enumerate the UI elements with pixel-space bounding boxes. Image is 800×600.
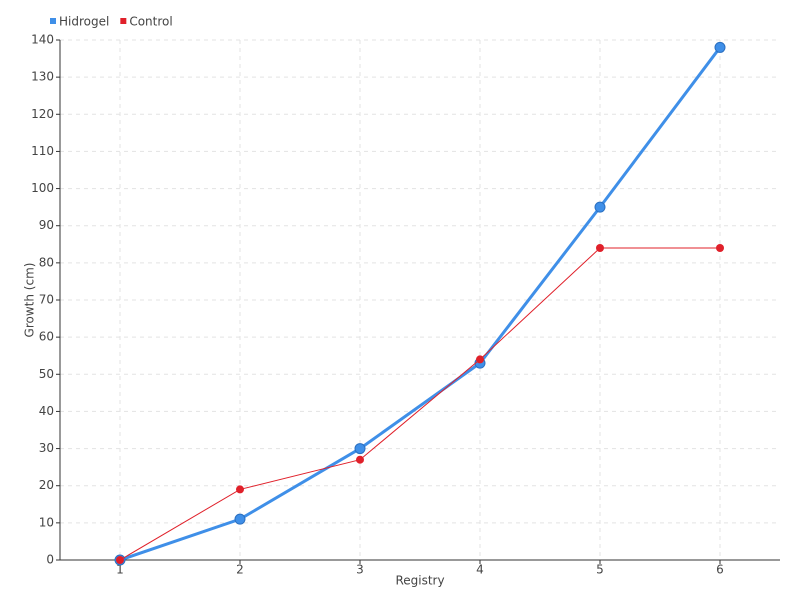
y-tick-label: 20 xyxy=(39,478,54,492)
y-tick-label: 70 xyxy=(39,293,54,307)
point xyxy=(356,455,364,464)
x-tick-label: 3 xyxy=(356,563,364,577)
point xyxy=(714,41,726,53)
point xyxy=(594,201,606,213)
y-tick-label: 110 xyxy=(31,144,54,158)
y-tick-label: 100 xyxy=(31,181,54,195)
x-tick-label: 4 xyxy=(476,563,484,577)
x-axis-label: Registry xyxy=(395,574,444,588)
point xyxy=(476,355,484,364)
x-tick-label: 1 xyxy=(116,563,124,577)
point xyxy=(716,244,724,252)
y-tick-label: 140 xyxy=(31,33,54,47)
legend-label: Control xyxy=(129,15,172,29)
point xyxy=(234,513,246,525)
legend-label: Hidrogel xyxy=(59,15,109,29)
series-line xyxy=(119,247,720,561)
y-tick-label: 0 xyxy=(46,553,54,567)
point xyxy=(354,443,366,455)
y-tick-label: 90 xyxy=(39,218,54,232)
series-line xyxy=(119,46,722,562)
y-tick-label: 130 xyxy=(31,70,54,84)
point xyxy=(236,485,244,494)
y-tick-label: 120 xyxy=(31,107,54,121)
x-tick-label: 5 xyxy=(596,563,604,577)
y-tick-label: 10 xyxy=(39,515,54,529)
y-tick-label: 60 xyxy=(39,330,54,344)
x-tick-label: 6 xyxy=(716,563,724,577)
legend-swatch xyxy=(120,18,127,24)
y-axis-label: Growth (cm) xyxy=(23,263,37,338)
point xyxy=(116,556,124,564)
x-tick-label: 2 xyxy=(236,563,244,577)
y-tick-label: 30 xyxy=(39,441,54,455)
y-tick-label: 50 xyxy=(39,367,54,381)
y-tick-label: 80 xyxy=(39,255,54,269)
point xyxy=(596,244,604,252)
y-tick-label: 40 xyxy=(39,404,54,418)
legend-swatch xyxy=(50,18,56,24)
